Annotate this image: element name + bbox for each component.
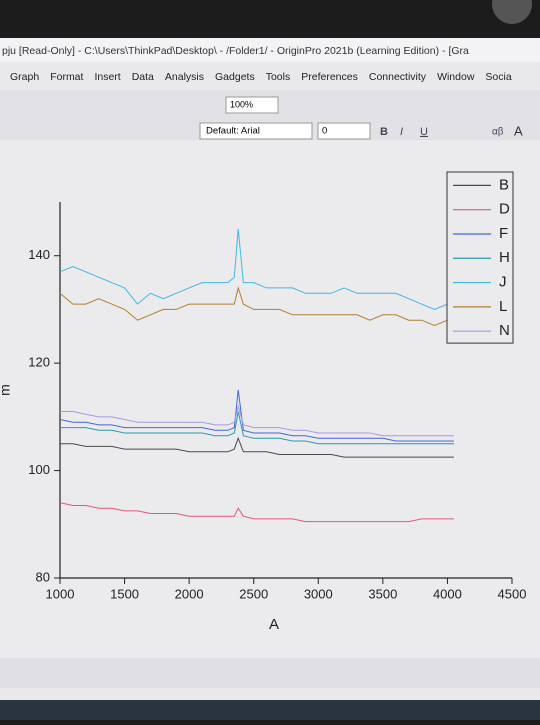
bold-button[interactable]: B (380, 126, 388, 138)
legend-box (446, 171, 514, 344)
font-size: 0 (322, 126, 327, 137)
series-line (59, 389, 454, 442)
y-axis-label: m (0, 384, 13, 396)
font: Default: Arial (206, 126, 260, 137)
menu-item[interactable]: Format (50, 71, 83, 83)
x-tick-label: 1500 (110, 586, 139, 601)
legend-label: F (499, 225, 508, 242)
greek-button[interactable]: αβ (492, 127, 504, 138)
font-box[interactable] (199, 122, 313, 140)
zoom: 100% (230, 99, 253, 109)
menu-item[interactable]: Connectivity (369, 71, 427, 83)
series-line (59, 502, 454, 523)
y-tick-label: 80 (36, 569, 50, 584)
plot: 80 100 120 140 1000 1500 2000 2500 3000 3500 4000 4… (0, 171, 527, 633)
menu-item[interactable]: Preferences (301, 71, 358, 83)
underline-button[interactable]: U (420, 126, 428, 138)
x-tick-label: 4500 (498, 586, 527, 601)
series-line (59, 228, 454, 310)
legend-label: H (499, 249, 510, 266)
font-up-button[interactable]: A (514, 123, 523, 138)
camera-blob (492, 0, 532, 24)
x-tick-label: 2500 (239, 586, 268, 601)
y-tick-label: 100 (28, 462, 50, 477)
legend-label: D (499, 201, 510, 218)
menu-item[interactable]: Data (132, 71, 154, 83)
x-tick-label: 3500 (368, 586, 397, 601)
menu-bar: Graph Format Insert Data Analysis Gadgets Tool… (10, 71, 512, 83)
zoom-box[interactable] (225, 96, 279, 114)
legend-label: N (499, 322, 510, 339)
size-box[interactable] (317, 122, 371, 140)
menu-item[interactable]: Socia (485, 71, 511, 83)
x-tick-label: 4000 (433, 586, 462, 601)
window-title: pju [Read-Only] - C:\Users\ThinkPad\Desk… (2, 45, 469, 57)
y-tick-label: 120 (28, 355, 50, 370)
legend-label: L (499, 298, 507, 315)
series-line (59, 286, 454, 327)
bottom-toolbar (0, 658, 540, 688)
menu-item[interactable]: Tools (266, 71, 291, 83)
menu-item[interactable]: Insert (94, 71, 120, 83)
menu-item[interactable]: Graph (10, 71, 39, 83)
legend-label: B (499, 176, 509, 193)
series-line (60, 404, 454, 437)
x-tick-label: 3000 (304, 586, 333, 601)
italic-button[interactable]: I (400, 126, 403, 138)
x-tick-label: 2000 (175, 586, 204, 601)
menu-item[interactable]: Analysis (165, 71, 204, 83)
menu-item[interactable]: Window (437, 71, 475, 83)
menu-item[interactable]: Gadgets (215, 71, 255, 83)
title-bar (0, 38, 540, 62)
legend-label: J (499, 274, 507, 291)
x-axis-label: A (269, 616, 279, 633)
series-line (60, 411, 454, 445)
y-tick-label: 140 (28, 247, 50, 262)
series-line (60, 436, 454, 458)
x-tick-label: 1000 (46, 586, 75, 601)
taskbar (0, 700, 540, 720)
